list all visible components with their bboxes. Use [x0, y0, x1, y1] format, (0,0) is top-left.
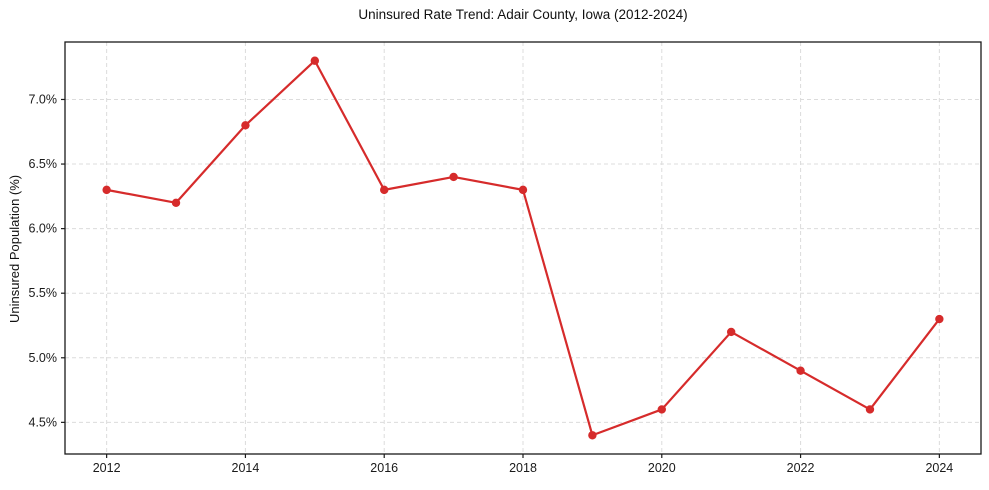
data-point [102, 185, 111, 195]
y-tick-label: 7.0% [29, 92, 58, 106]
data-point [310, 56, 320, 65]
data-point [449, 172, 458, 182]
y-tick-label: 4.5% [29, 415, 58, 429]
data-point [171, 198, 181, 207]
data-point [935, 314, 944, 324]
data-point [380, 185, 389, 195]
x-tick-label: 2012 [93, 461, 121, 475]
y-tick-label: 6.5% [29, 157, 58, 171]
x-tick-label: 2018 [509, 461, 537, 475]
data-point [865, 405, 875, 414]
y-tick-label: 5.5% [29, 286, 58, 300]
data-point [726, 327, 736, 337]
chart-title: Uninsured Rate Trend: Adair County, Iowa… [358, 7, 688, 22]
data-point [796, 366, 805, 375]
data-point [657, 405, 666, 414]
x-tick-label: 2022 [787, 461, 815, 475]
y-tick-label: 6.0% [29, 222, 58, 236]
x-tick-label: 2016 [370, 461, 398, 475]
x-tick-label: 2020 [648, 461, 676, 475]
y-tick-label: 5.0% [29, 351, 58, 365]
data-point [518, 185, 528, 195]
data-point [588, 431, 597, 440]
data-point [241, 121, 250, 130]
x-tick-label: 2014 [232, 461, 260, 475]
x-tick-label: 2024 [925, 461, 953, 475]
